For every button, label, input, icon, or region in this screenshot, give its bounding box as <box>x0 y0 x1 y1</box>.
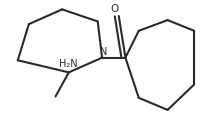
Text: O: O <box>110 4 119 14</box>
Text: H₂N: H₂N <box>59 59 78 69</box>
Text: N: N <box>99 47 107 57</box>
